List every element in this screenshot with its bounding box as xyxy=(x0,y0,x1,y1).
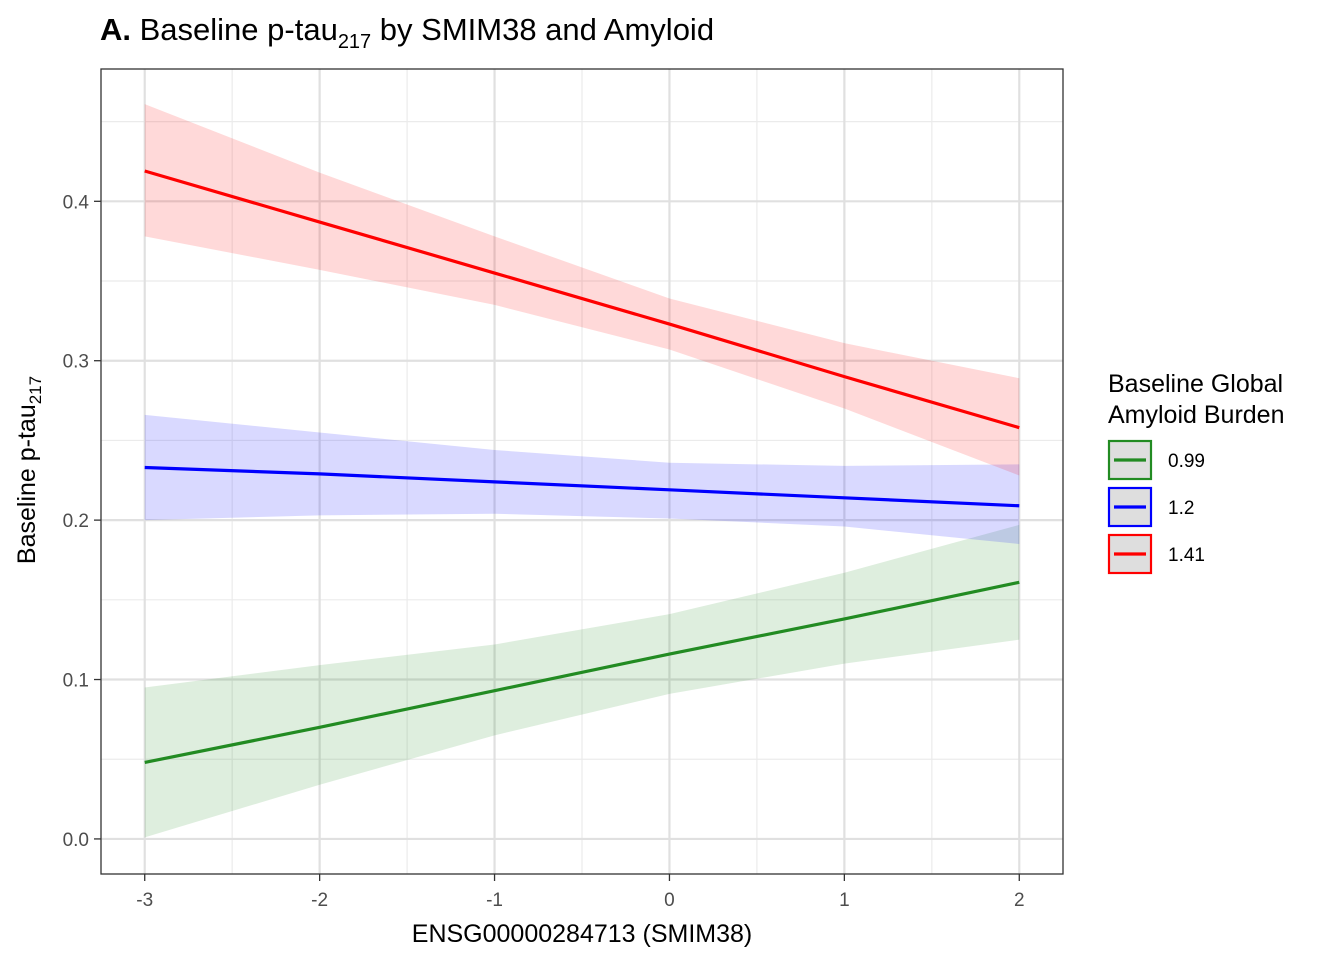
y-axis-title: Baseline p-tau217 xyxy=(13,376,45,564)
title-sub: 217 xyxy=(338,31,371,53)
x-tick-label-0: -3 xyxy=(136,890,153,911)
title-rest: by SMIM38 and Amyloid xyxy=(371,12,714,47)
legend-title-line1: Baseline Global xyxy=(1108,370,1283,398)
x-tick-label-1: -2 xyxy=(311,890,328,911)
series-lines xyxy=(144,169,1020,764)
x-axis-title: ENSG00000284713 (SMIM38) xyxy=(412,920,752,948)
legend-item-2: 1.41 xyxy=(1107,533,1205,575)
y-axis-title-main: Baseline p-tau xyxy=(13,404,41,564)
x-axis: -3 -2 -1 0 1 2 xyxy=(136,874,1025,911)
confidence-ribbons xyxy=(144,104,1020,838)
ribbon-2 xyxy=(144,104,1020,476)
x-tick-label-5: 2 xyxy=(1014,890,1025,911)
y-axis: 0.0 0.1 0.2 0.3 0.4 xyxy=(63,192,101,851)
legend-label-1: 1.2 xyxy=(1168,498,1194,519)
title-prefix: A. xyxy=(100,12,131,47)
series-line-2 xyxy=(144,169,1020,430)
legend-item-1: 1.2 xyxy=(1107,486,1194,528)
y-axis-title-sub: 217 xyxy=(26,376,45,404)
x-tick-label-3: 0 xyxy=(664,890,675,911)
series-line-0 xyxy=(144,580,1020,764)
series-line-1 xyxy=(144,465,1020,508)
plot-panel xyxy=(100,68,1064,875)
x-tick-label-2: -1 xyxy=(486,890,503,911)
grid-major xyxy=(101,69,1063,874)
y-tick-label-0: 0.0 xyxy=(63,830,89,851)
panel-border xyxy=(100,68,1064,875)
y-tick-label-4: 0.4 xyxy=(63,192,90,213)
ribbon-1 xyxy=(144,414,1020,545)
y-tick-label-3: 0.3 xyxy=(63,352,89,373)
y-tick-label-1: 0.1 xyxy=(63,671,89,692)
x-tick-label-4: 1 xyxy=(839,890,850,911)
title-main: Baseline p-tau xyxy=(140,12,338,47)
y-tick-label-2: 0.2 xyxy=(63,511,89,532)
legend-title-line2: Amyloid Burden xyxy=(1108,401,1284,429)
legend-items: 0.99 1.2 1.41 xyxy=(1107,439,1205,575)
legend-label-0: 0.99 xyxy=(1168,451,1205,472)
legend-label-2: 1.41 xyxy=(1168,545,1205,566)
grid-minor xyxy=(101,69,1063,874)
chart-title: A. Baseline p-tau217 by SMIM38 and Amylo… xyxy=(100,12,714,53)
ribbon-0 xyxy=(144,524,1020,838)
legend: Baseline Global Amyloid Burden 0.99 1.2 1.… xyxy=(1107,370,1284,575)
legend-item-0: 0.99 xyxy=(1107,439,1205,481)
